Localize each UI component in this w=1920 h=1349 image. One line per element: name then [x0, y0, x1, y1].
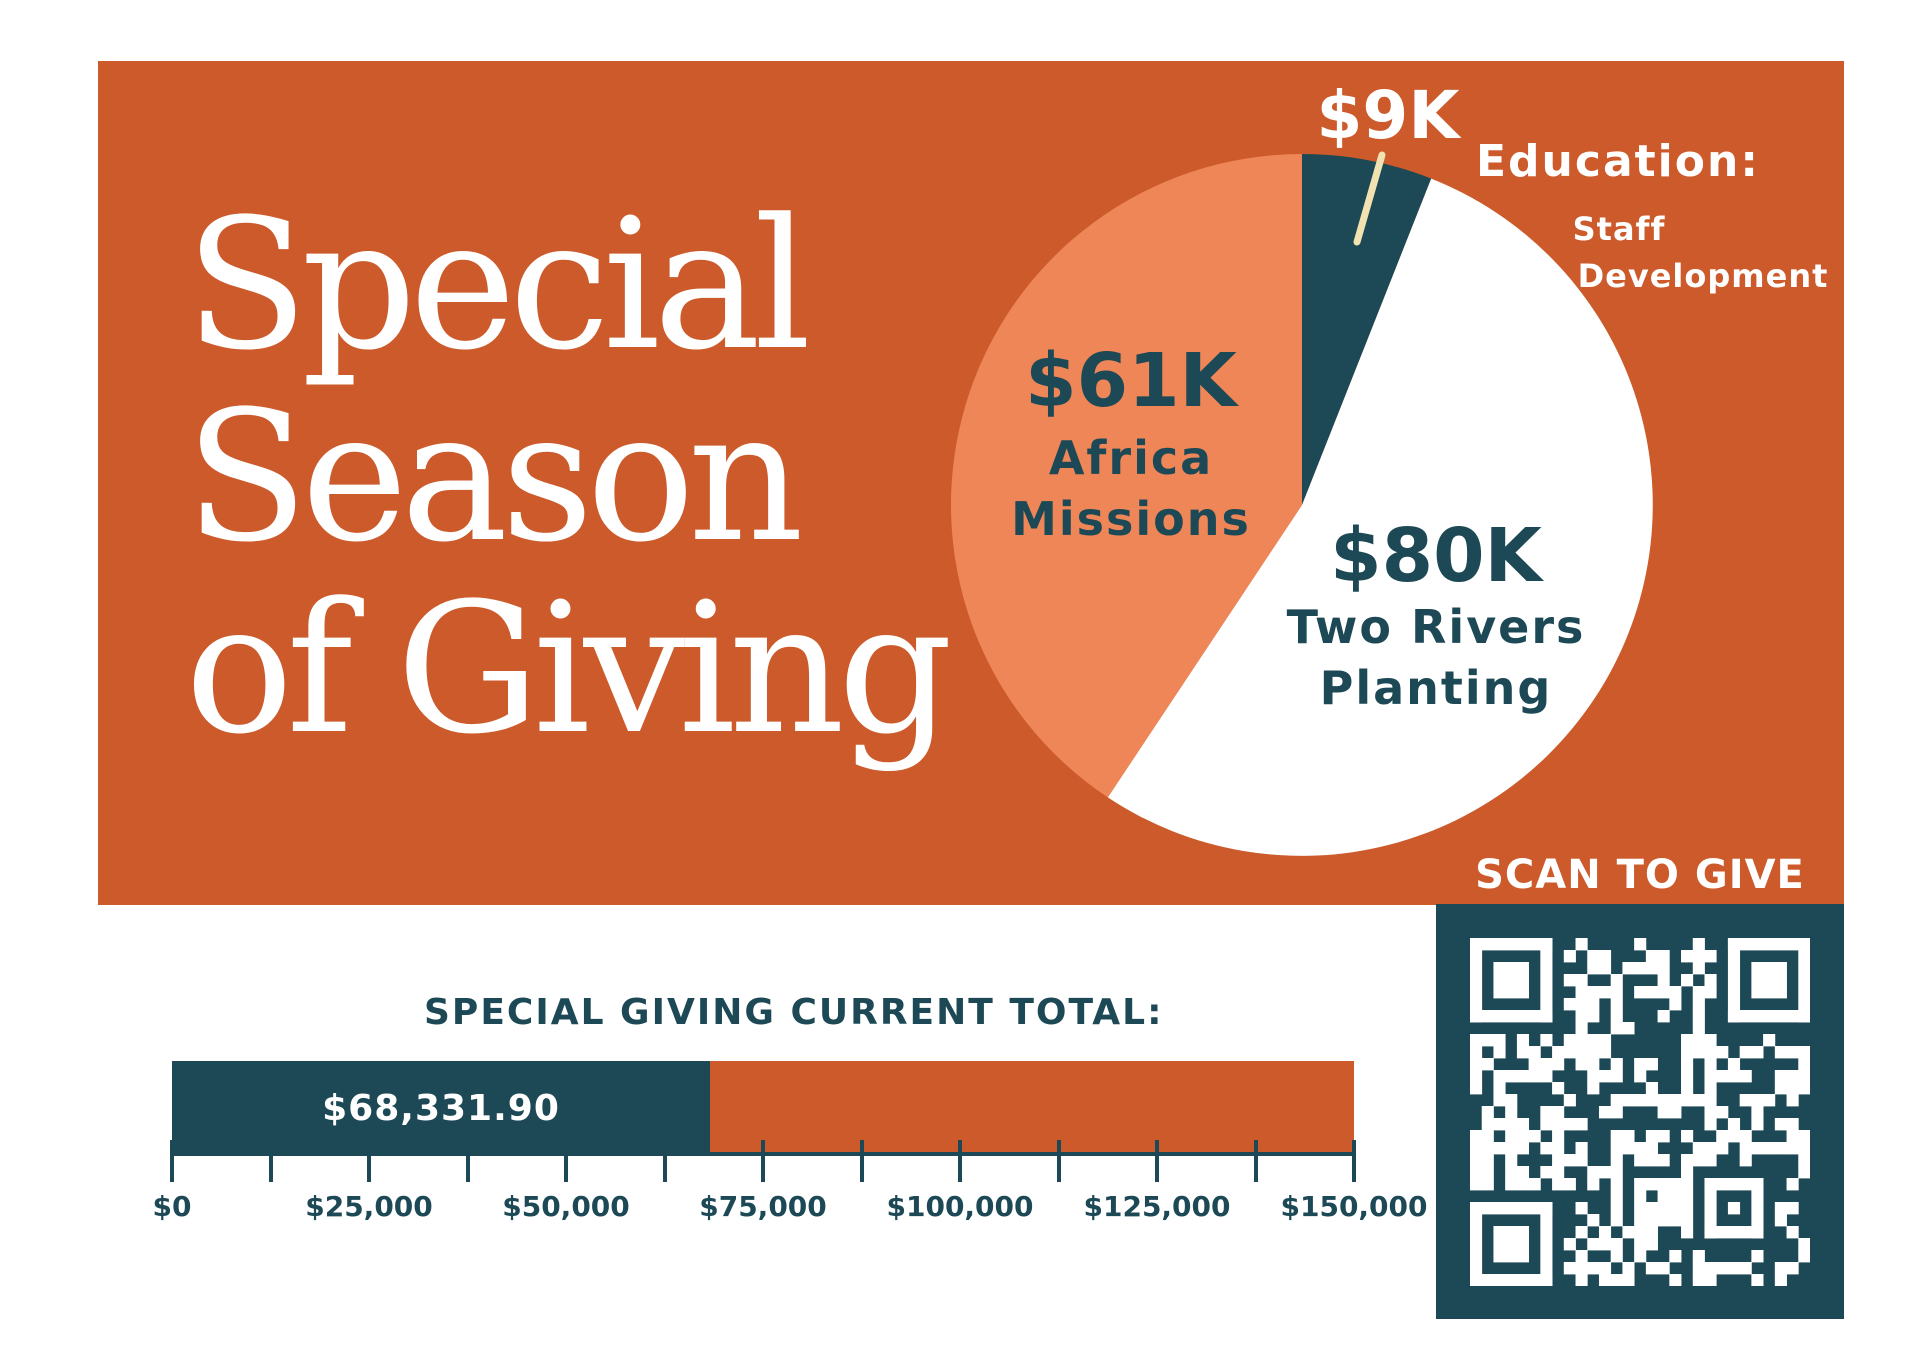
education-category-label: Education:: [1476, 136, 1760, 187]
title-line-2: Season: [185, 373, 804, 582]
education-sublabel-line1: Staff: [1573, 210, 1666, 248]
axis-tick: [860, 1140, 864, 1182]
progress-value-label: $68,331.90: [322, 1088, 560, 1129]
axis-tick: [761, 1140, 765, 1182]
education-sublabel-line2: Development: [1578, 257, 1829, 295]
two-rivers-value-label: $80K: [1330, 513, 1544, 599]
pie-slice-two-rivers-planting: [1107, 178, 1653, 856]
two-rivers-category-line1: Two Rivers: [1287, 600, 1586, 654]
axis-tick-label: $150,000: [1280, 1190, 1428, 1223]
scan-to-give-label: SCAN TO GIVE: [1475, 852, 1805, 898]
axis-tick: [564, 1140, 568, 1182]
pie-slice-education: [1302, 153, 1432, 505]
axis-tick: [1155, 1140, 1159, 1182]
axis-tick-label: $0: [152, 1190, 192, 1223]
title-line-1: Special: [185, 181, 811, 390]
qr-code-icon[interactable]: [1470, 938, 1810, 1286]
title-line-3: of Giving: [185, 565, 953, 774]
qr-panel[interactable]: [1436, 904, 1844, 1319]
axis-tick: [1352, 1140, 1356, 1182]
total-heading: SPECIAL GIVING CURRENT TOTAL:: [424, 992, 1164, 1033]
axis-tick: [1254, 1140, 1258, 1182]
axis-tick-label: $75,000: [699, 1190, 827, 1223]
axis-tick: [663, 1140, 667, 1182]
axis-tick: [269, 1140, 273, 1182]
africa-missions-category-line2: Missions: [1011, 492, 1251, 546]
axis-tick-label: $100,000: [886, 1190, 1034, 1223]
axis-tick: [958, 1140, 962, 1182]
axis-tick-label: $125,000: [1083, 1190, 1231, 1223]
progress-bar-fill: [172, 1061, 710, 1156]
education-leader-line: [1353, 151, 1386, 246]
axis-tick: [1057, 1140, 1061, 1182]
axis-tick: [466, 1140, 470, 1182]
axis-tick: [367, 1140, 371, 1182]
africa-missions-value-label: $61K: [1025, 338, 1239, 424]
axis-tick: [170, 1140, 174, 1182]
axis-tick-label: $25,000: [305, 1190, 433, 1223]
two-rivers-category-line2: Planting: [1320, 661, 1553, 715]
africa-missions-category-line1: Africa: [1049, 431, 1213, 485]
education-value-label: $9K: [1317, 77, 1463, 154]
axis-tick-label: $50,000: [502, 1190, 630, 1223]
pie-slice-africa-missions: [950, 153, 1302, 798]
page-title: Special Season of Giving: [185, 181, 953, 774]
